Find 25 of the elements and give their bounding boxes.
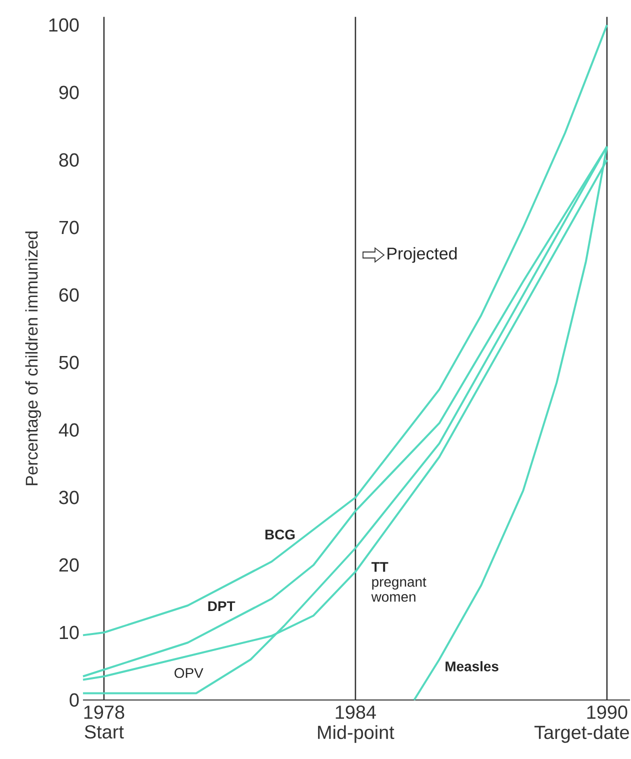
- y-tick-label: 60: [59, 288, 79, 302]
- annotation: Projected: [388, 247, 457, 263]
- y-tick-label: 40: [58, 423, 79, 437]
- y-tick-label: 70: [59, 220, 79, 234]
- ref-line-label: Start: [84, 725, 124, 739]
- ref-line-label: Mid-point: [318, 725, 394, 743]
- y-axis-title: Percentage of children immunized: [25, 232, 42, 486]
- y-tick-label: 100: [49, 18, 79, 32]
- y-tick-label: 0: [70, 693, 79, 707]
- x-tick-label: 1990: [587, 706, 628, 719]
- y-tick-label: 90: [59, 86, 79, 100]
- ref-line-label: Target-date: [534, 725, 629, 743]
- x-tick-label: 1978: [84, 706, 124, 719]
- line-series: [82, 24, 608, 636]
- y-tick-label: 50: [59, 356, 79, 370]
- series-label: TT pregnant women: [371, 562, 426, 602]
- y-tick-label: 20: [59, 558, 79, 572]
- x-tick-label: 1984: [336, 706, 376, 719]
- series-label: Measles: [446, 661, 498, 672]
- series-label: OPV: [174, 668, 204, 678]
- series-label: DPT: [208, 601, 236, 611]
- y-tick-label: 80: [59, 153, 79, 167]
- y-tick-label: 10: [60, 626, 79, 640]
- y-tick-label: 30: [59, 490, 79, 504]
- series-label: BCG: [265, 530, 295, 540]
